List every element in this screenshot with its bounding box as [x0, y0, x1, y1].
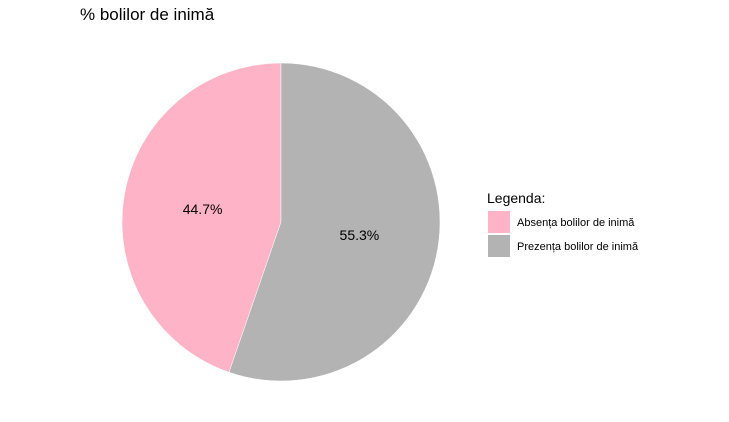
- legend: Legenda: Absența bolilor de inimă Prezenț…: [487, 190, 639, 257]
- legend-label-1: Absența bolilor de inimă: [517, 217, 635, 229]
- pie-slice-labels: 44.7% 55.3%: [183, 201, 380, 243]
- legend-swatch-1: [488, 211, 510, 233]
- legend-label-2: Prezența bolilor de inimă: [517, 241, 639, 253]
- slice-label-1: 44.7%: [183, 201, 223, 217]
- legend-swatch-2: [488, 235, 510, 257]
- pie-slices: [121, 62, 441, 382]
- pie-slice-2: [228, 62, 441, 382]
- legend-title: Legenda:: [487, 190, 545, 206]
- slice-label-2: 55.3%: [340, 227, 380, 243]
- pie-slice-1: [121, 62, 282, 373]
- chart-title: % bolilor de inimă: [80, 5, 215, 24]
